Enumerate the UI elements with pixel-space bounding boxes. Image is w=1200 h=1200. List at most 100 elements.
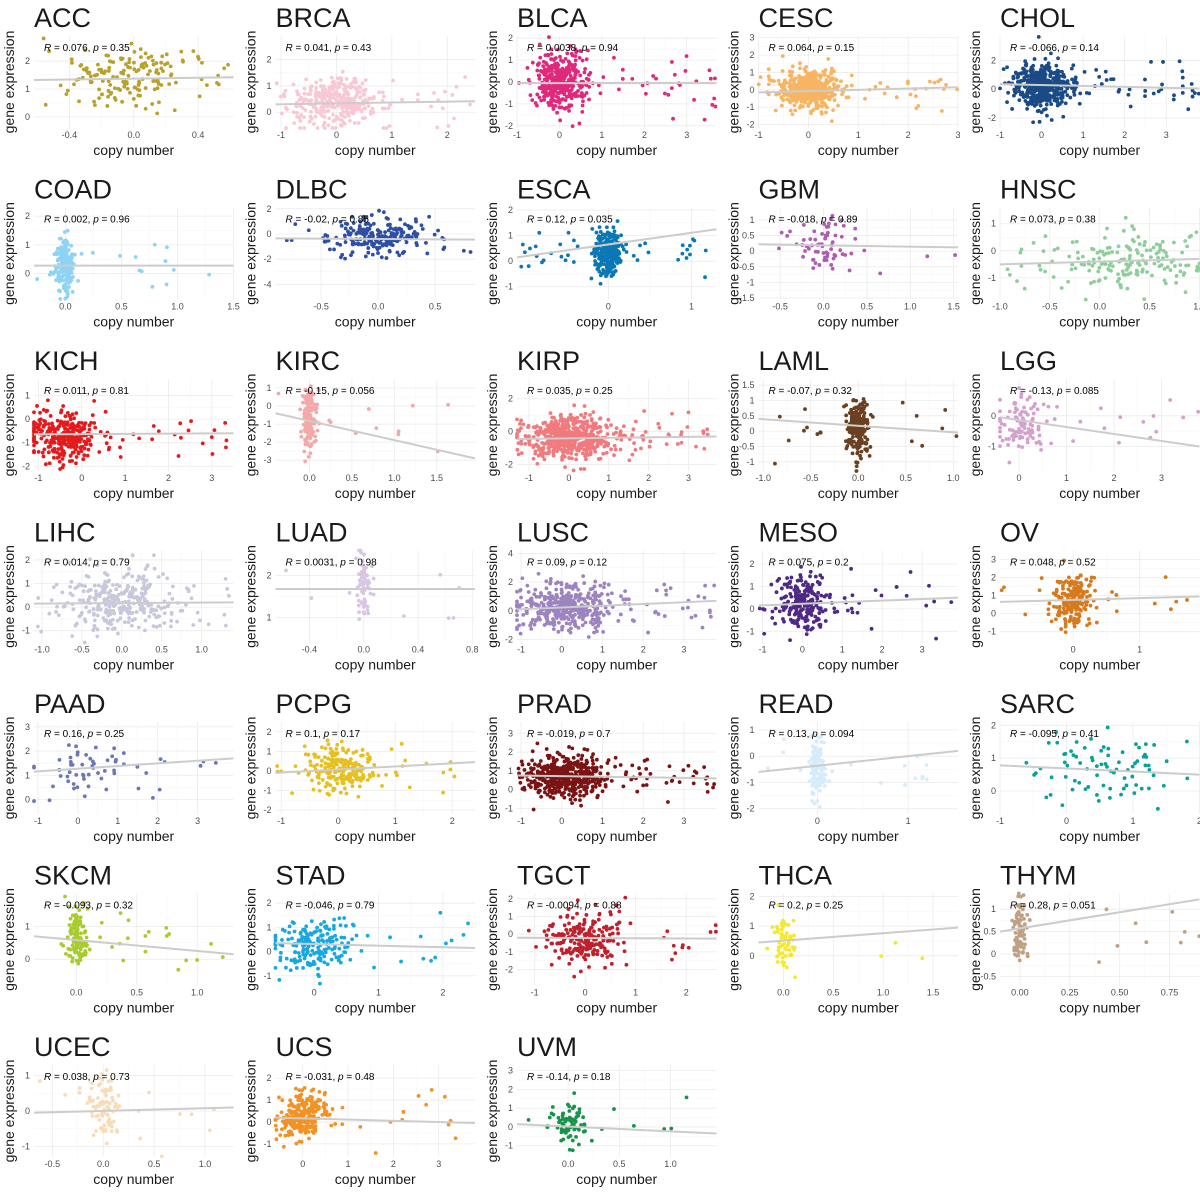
data-point [1136,251,1140,255]
data-point [61,424,66,429]
data-point [77,99,81,104]
data-point [824,258,829,263]
data-point [553,86,558,91]
data-point [559,105,564,110]
data-point [1145,270,1149,274]
data-point [535,68,540,73]
data-point [1025,412,1030,417]
data-point [342,82,346,87]
data-point [329,75,334,80]
x-tick-label: 3 [686,473,691,483]
data-point [391,78,395,83]
data-point [809,73,814,78]
data-point [401,230,406,235]
data-point [803,69,808,74]
data-point [454,84,459,89]
data-point [780,54,785,58]
data-point [787,69,792,74]
data-point [516,452,521,457]
data-point [587,97,591,102]
regression-line [33,432,234,436]
data-point [60,456,65,461]
data-point [1055,246,1060,251]
data-point [321,123,326,128]
data-point [282,94,287,99]
data-point [1140,269,1145,274]
data-point [1076,256,1081,261]
data-point [570,53,575,58]
data-point [129,41,134,46]
data-point [152,566,157,571]
data-point [126,571,131,576]
data-point [598,263,603,268]
data-point [343,240,348,245]
data-point [84,66,89,71]
data-point [50,440,55,445]
data-point [692,97,696,102]
data-point [542,97,547,102]
data-point [779,103,784,108]
p-value: = 0.25 [582,386,613,397]
data-point [938,77,943,82]
r-symbol: R [527,43,534,54]
panel-title: KIRP [517,346,580,376]
data-point [1036,35,1041,39]
data-point [1055,96,1060,101]
data-point [566,59,571,64]
data-point [1159,263,1164,267]
data-point [604,440,608,445]
data-point [77,582,82,587]
data-point [1044,98,1049,103]
data-point [124,62,128,67]
data-point [366,104,371,108]
data-point [1038,441,1043,446]
data-point [328,87,333,92]
data-point [350,99,355,103]
data-point [302,86,307,91]
data-point [60,253,65,258]
data-point [356,105,361,110]
data-point [1032,57,1037,61]
y-tick-label: 0 [25,269,30,279]
data-point [134,103,139,108]
data-point [550,103,555,108]
p-value: = 0.085 [1063,386,1100,397]
data-point [515,447,520,452]
data-point [354,232,359,236]
data-point [150,58,155,63]
x-axis-title: copy number [1059,485,1140,501]
data-point [702,117,707,122]
data-point [779,230,784,235]
data-point [1150,273,1154,278]
data-point [123,607,128,612]
data-point [669,86,674,90]
data-point [396,432,401,437]
data-point [1007,460,1012,465]
data-point [558,447,563,451]
data-point [1055,91,1059,96]
x-tick-label: -1 [525,473,533,483]
data-point [788,78,793,83]
data-point [80,610,84,615]
data-point [113,595,118,599]
data-point [558,242,563,247]
data-point [143,51,148,56]
data-point [878,271,883,276]
data-point [1065,93,1070,98]
data-point [32,443,36,448]
data-point [151,624,156,629]
data-point [70,255,74,260]
y-axis-title: gene expression [243,31,259,134]
data-point [867,453,872,458]
data-point [849,83,854,88]
data-point [397,253,402,258]
data-point [302,115,306,120]
data-point [299,113,303,117]
data-point [66,285,71,289]
r-value: = 0.12, [534,215,570,226]
x-axis-title: copy number [93,485,174,501]
data-point [291,82,296,87]
data-point [1126,265,1131,270]
data-point [535,92,540,97]
